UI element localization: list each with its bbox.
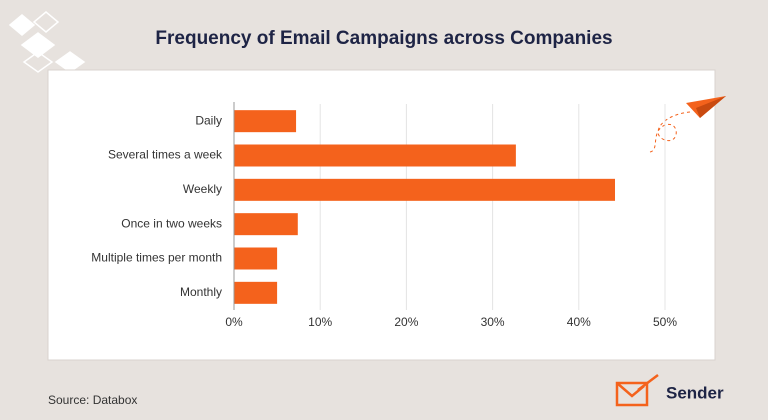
chart-title: Frequency of Email Campaigns across Comp… bbox=[155, 28, 612, 49]
bar bbox=[234, 213, 298, 236]
source: Source: Databox bbox=[48, 393, 137, 407]
brand: Sender bbox=[666, 383, 724, 402]
x-tick-label: 10% bbox=[308, 315, 332, 329]
x-tick-label: 40% bbox=[567, 315, 591, 329]
bar bbox=[234, 281, 278, 304]
x-tick-label: 30% bbox=[481, 315, 505, 329]
bar bbox=[234, 110, 297, 133]
decoration bbox=[8, 11, 86, 73]
x-tick-label: 0% bbox=[225, 315, 243, 329]
y-tick-label: Weekly bbox=[183, 182, 222, 196]
bar bbox=[234, 144, 516, 167]
bar bbox=[234, 178, 616, 201]
x-tick-label: 50% bbox=[653, 315, 677, 329]
y-tick-label: Daily bbox=[195, 113, 222, 127]
x-tick-label: 20% bbox=[394, 315, 418, 329]
plot-panel bbox=[47, 69, 716, 361]
y-tick-label: Several times a week bbox=[108, 148, 223, 162]
y-tick-label: Monthly bbox=[180, 285, 222, 299]
y-tick-label: Once in two weeks bbox=[121, 216, 222, 230]
paper-plane bbox=[649, 96, 726, 153]
bar bbox=[234, 247, 278, 270]
y-tick-label: Multiple times per month bbox=[91, 251, 222, 265]
logo: Sender bbox=[615, 374, 724, 407]
